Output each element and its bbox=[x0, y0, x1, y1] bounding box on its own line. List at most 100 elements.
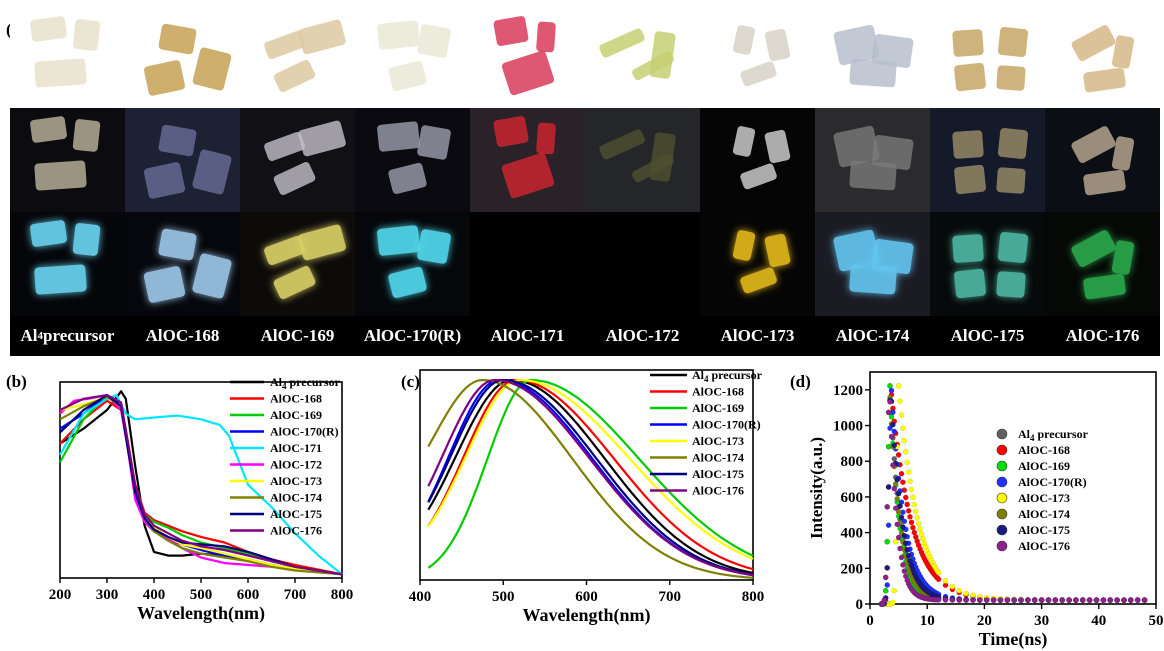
crystal-photo bbox=[470, 108, 585, 212]
y-tick-label: 600 bbox=[841, 490, 864, 506]
crystal-photo bbox=[470, 212, 585, 316]
crystal-photo bbox=[10, 212, 125, 316]
crystal bbox=[995, 65, 1026, 91]
crystal-photo bbox=[10, 8, 125, 108]
data-point bbox=[907, 513, 913, 520]
crystal-photo bbox=[240, 212, 355, 316]
data-point bbox=[904, 459, 910, 466]
crystal bbox=[272, 58, 316, 94]
data-point bbox=[901, 518, 908, 525]
crystal-photo bbox=[355, 108, 470, 212]
legend-label: AlOC-176 bbox=[270, 524, 322, 538]
x-tick-label: 800 bbox=[742, 589, 765, 605]
x-tick-label: 0 bbox=[866, 613, 874, 629]
legend-marker bbox=[996, 524, 1008, 536]
x-tick-label: 50 bbox=[1149, 613, 1164, 629]
data-point bbox=[898, 514, 905, 521]
legend-label: AlOC-173 bbox=[692, 434, 744, 448]
data-point bbox=[976, 597, 983, 603]
x-tick-label: 700 bbox=[284, 587, 307, 603]
sample-name-label: Al 4 precursor bbox=[20, 326, 115, 345]
data-point bbox=[888, 414, 895, 420]
data-point bbox=[1059, 597, 1066, 603]
x-tick-label: 500 bbox=[492, 589, 515, 605]
chart-panel-d: (d) 0 10 20 30 40 50 0 200 400 600 800 1000 1200 Time(… bbox=[790, 371, 1164, 650]
crystal bbox=[376, 120, 421, 152]
crystal bbox=[142, 59, 186, 97]
crystal bbox=[500, 49, 555, 97]
series-line bbox=[427, 378, 754, 575]
data-point bbox=[970, 597, 976, 603]
data-point bbox=[1052, 597, 1059, 603]
data-point bbox=[903, 540, 909, 546]
data-point bbox=[963, 597, 969, 603]
data-point bbox=[894, 476, 900, 483]
crystal bbox=[142, 265, 186, 304]
y-axis-label: Intensity(a.u.) bbox=[807, 437, 826, 539]
legend-label: AlOC-175 bbox=[270, 507, 322, 521]
x-tick-label: 400 bbox=[143, 587, 166, 603]
data-point bbox=[900, 562, 906, 568]
crystal bbox=[1069, 228, 1117, 269]
crystal-photo bbox=[930, 108, 1045, 212]
crystal bbox=[157, 23, 196, 55]
data-point bbox=[895, 383, 902, 389]
crystal bbox=[739, 60, 778, 88]
x-tick-label: 200 bbox=[49, 587, 72, 603]
legend-label: AlOC-175 bbox=[1018, 523, 1070, 537]
data-point bbox=[897, 545, 903, 552]
crystal bbox=[29, 116, 67, 144]
legend-marker bbox=[996, 444, 1008, 456]
data-point bbox=[1045, 597, 1052, 603]
crystal-photo bbox=[355, 212, 470, 316]
y-tick-label: 1000 bbox=[833, 419, 863, 435]
crystal bbox=[997, 127, 1029, 160]
y-tick-label: 1200 bbox=[833, 383, 863, 399]
y-tick-label: 200 bbox=[841, 561, 864, 577]
crystal bbox=[1082, 67, 1127, 93]
crystal bbox=[34, 264, 87, 295]
data-point bbox=[935, 569, 942, 576]
crystal-photo bbox=[815, 108, 930, 212]
series-line bbox=[427, 378, 754, 569]
data-point bbox=[884, 503, 890, 510]
data-point bbox=[885, 484, 892, 490]
data-point bbox=[892, 538, 899, 545]
data-point bbox=[1011, 597, 1017, 603]
panel-label: (b) bbox=[6, 372, 27, 391]
data-point bbox=[1079, 597, 1086, 603]
data-point bbox=[935, 596, 942, 603]
legend-label: AlOC-169 bbox=[692, 401, 744, 415]
crystal-photo bbox=[815, 8, 930, 108]
crystal bbox=[72, 119, 102, 153]
sample-name-label: AlOC-176 bbox=[1065, 326, 1140, 345]
crystal bbox=[952, 129, 984, 159]
data-point bbox=[895, 509, 902, 515]
legend-label: AlOC-168 bbox=[1018, 443, 1070, 457]
data-point bbox=[882, 574, 889, 581]
crystal bbox=[763, 233, 791, 268]
crystal-photo bbox=[700, 8, 815, 108]
x-tick-label: 600 bbox=[575, 589, 598, 605]
crystal bbox=[1069, 124, 1117, 165]
x-axis-label: Time(ns) bbox=[979, 629, 1048, 650]
legend-label: Al4 precursor bbox=[270, 375, 341, 391]
crystal bbox=[191, 148, 233, 195]
sample-name-label: AlOC-174 bbox=[835, 326, 910, 345]
data-point bbox=[1066, 597, 1072, 603]
data-point bbox=[884, 564, 890, 571]
data-point bbox=[884, 538, 890, 545]
data-point bbox=[888, 433, 895, 440]
data-point bbox=[910, 494, 916, 501]
legend-marker bbox=[996, 540, 1008, 552]
sample-name-label: AlOC-173 bbox=[720, 326, 795, 345]
legend-marker bbox=[996, 492, 1008, 504]
data-point bbox=[901, 437, 908, 444]
legend-label: AlOC-169 bbox=[1018, 459, 1070, 473]
data-point bbox=[1086, 597, 1093, 603]
data-point bbox=[891, 485, 898, 492]
crystal-photo bbox=[240, 8, 355, 108]
data-point bbox=[888, 387, 895, 394]
crystal-photo bbox=[930, 8, 1045, 108]
data-point bbox=[1038, 597, 1045, 603]
